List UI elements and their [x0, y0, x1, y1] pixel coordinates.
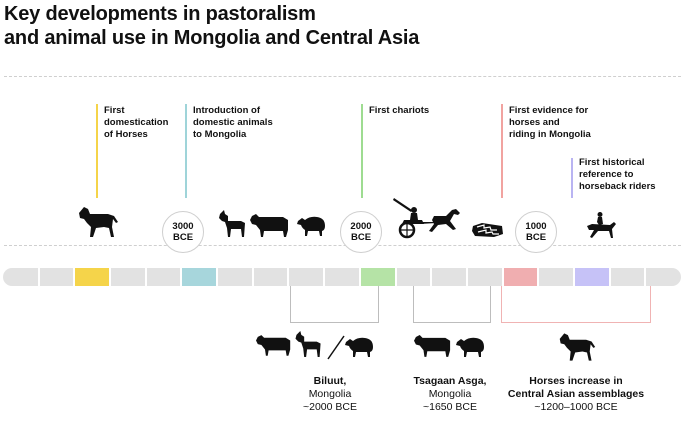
date-marker-value: 1000 — [525, 221, 547, 232]
timeline-highlight-segment — [573, 268, 610, 286]
timeline-segment-divider — [430, 268, 433, 286]
site-label-tsagaan-asga: Tsagaan Asga, Mongolia ~1650 BCE — [385, 375, 515, 414]
timeline-segment-divider — [251, 268, 254, 286]
annotation-text: horseback riders — [579, 181, 656, 192]
timeline-highlight-segment — [181, 268, 218, 286]
annotation-text: First evidence for — [509, 105, 589, 116]
sheep-icon — [456, 337, 484, 357]
date-marker-1000-bce: 1000 BCE — [515, 211, 557, 253]
annotation-first-chariots: First chariots — [369, 105, 429, 117]
bracket-tsagaan-asga — [413, 284, 491, 323]
timeline-segment-divider — [394, 268, 397, 286]
annotation-line-riding — [501, 104, 503, 198]
timeline-segment-divider — [37, 268, 40, 286]
timeline-segment-divider — [323, 268, 326, 286]
date-marker-unit: BCE — [172, 232, 194, 243]
timeline-segment-divider — [144, 268, 147, 286]
site-label-biluut: Biluut, Mongolia ~2000 BCE — [265, 375, 395, 414]
title-line-1: Key developments in pastoralism — [4, 3, 316, 25]
timeline-segment-divider — [216, 268, 219, 286]
bracket-central-asia — [501, 284, 651, 323]
annotation-line-domestic — [185, 104, 187, 198]
timeline-segment-divider — [73, 268, 76, 286]
cow-icon — [414, 335, 451, 357]
timeline-segment-divider — [501, 268, 504, 286]
site-region: Central Asian assemblages — [507, 388, 645, 400]
annotation-text: reference to — [579, 169, 634, 180]
staff-icon — [327, 335, 345, 360]
annotation-line-horses — [96, 104, 98, 198]
date-marker-3000-bce: 3000 BCE — [162, 211, 204, 253]
annotation-first-domestication: First domestication of Horses — [104, 105, 168, 141]
timeline-bar — [3, 268, 681, 286]
horse-icon — [79, 207, 118, 237]
annotation-text: First — [104, 105, 125, 116]
date-marker-unit: BCE — [525, 232, 547, 243]
goat-icon — [219, 210, 245, 237]
horse-rider-icon — [587, 212, 616, 238]
annotation-text: riding in Mongolia — [509, 129, 591, 140]
site-date: ~1650 BCE — [423, 401, 477, 413]
timeline-segment-divider — [572, 268, 575, 286]
mid-dashed-divider — [4, 245, 681, 246]
date-marker-2000-bce: 2000 BCE — [340, 211, 382, 253]
site-region: Mongolia — [308, 388, 352, 400]
date-marker-value: 3000 — [172, 221, 194, 232]
chariot-icon — [393, 198, 460, 239]
site-date: ~2000 BCE — [303, 401, 357, 413]
annotation-text: domestication — [104, 117, 169, 128]
annotation-text: First historical — [579, 157, 645, 168]
timeline-highlight-segment — [359, 268, 396, 286]
date-marker-unit: BCE — [350, 232, 372, 243]
site-name: Tsagaan Asga, — [413, 375, 487, 387]
timeline-segment-divider — [608, 268, 611, 286]
timeline-segment-divider — [358, 268, 361, 286]
date-marker-value: 2000 — [350, 221, 372, 232]
annotation-line-chariots — [361, 104, 363, 198]
timeline-segment-divider — [109, 268, 112, 286]
site-region: Mongolia — [428, 388, 472, 400]
sheep-icon — [297, 216, 325, 236]
annotation-text: horses and — [509, 117, 560, 128]
site-name: Biluut, — [313, 375, 347, 387]
top-dashed-divider — [4, 76, 681, 77]
bracket-biluut — [290, 284, 379, 323]
cow-icon — [256, 335, 291, 356]
sheep-icon — [345, 337, 373, 357]
horse-icon — [559, 333, 596, 361]
page-title: Key developments in pastoralism and anim… — [4, 2, 524, 50]
timeline-segment-divider — [180, 268, 183, 286]
annotation-riding-mongolia: First evidence for horses and riding in … — [509, 105, 591, 141]
annotation-line-historical — [571, 158, 573, 198]
timeline-segment-divider — [644, 268, 647, 286]
title-line-2: and animal use in Mongolia and Central A… — [4, 27, 420, 49]
annotation-text: to Mongolia — [193, 129, 247, 140]
goat-icon — [295, 331, 321, 358]
site-label-central-asia: Horses increase in Central Asian assembl… — [496, 375, 656, 414]
annotation-horseback-riders: First historical reference to horseback … — [579, 157, 656, 193]
timeline-segment-divider — [287, 268, 290, 286]
timeline-segment-divider — [465, 268, 468, 286]
annotation-text: First chariots — [369, 105, 430, 116]
timeline-segment-divider — [537, 268, 540, 286]
timeline-highlight-segment — [502, 268, 539, 286]
annotation-text: Introduction of — [193, 105, 261, 116]
deer-stone-icon — [472, 223, 503, 237]
timeline-highlight-segment — [74, 268, 111, 286]
annotation-text: of Horses — [104, 129, 148, 140]
site-name: Horses increase in — [529, 375, 623, 387]
cow-icon — [250, 214, 288, 237]
annotation-text: domestic animals — [193, 117, 273, 128]
site-date: ~1200–1000 BCE — [534, 401, 618, 413]
annotation-domestic-animals: Introduction of domestic animals to Mong… — [193, 105, 273, 141]
